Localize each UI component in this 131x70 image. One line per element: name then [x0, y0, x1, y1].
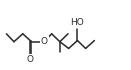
- Text: O: O: [27, 55, 34, 64]
- Text: HO: HO: [71, 18, 84, 27]
- Text: O: O: [41, 37, 48, 46]
